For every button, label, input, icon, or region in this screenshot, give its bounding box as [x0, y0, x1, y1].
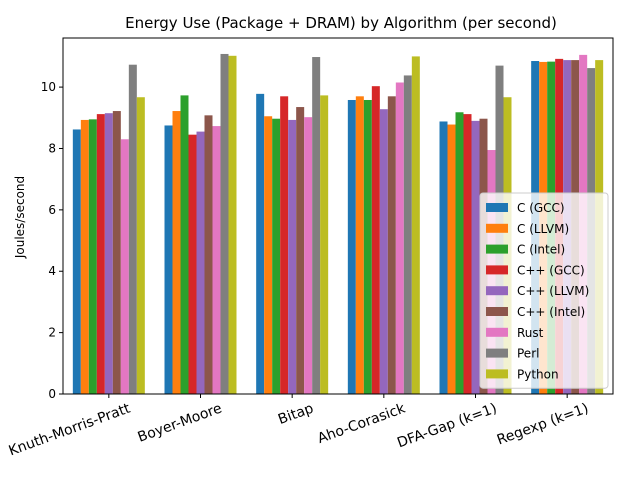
bar [411, 56, 420, 394]
bar [304, 117, 313, 395]
x-tick-label: DFA-Gap (k=1) [395, 401, 499, 452]
legend-swatch [486, 327, 508, 337]
x-tick-label: Boyer-Moore [136, 401, 224, 446]
bar [204, 115, 213, 394]
y-tick-label: 4 [48, 264, 56, 278]
y-tick-label: 10 [41, 80, 56, 94]
bar [463, 114, 472, 395]
bar [395, 82, 404, 394]
bar [312, 57, 321, 394]
bar [455, 112, 464, 395]
bar [403, 75, 412, 394]
bar [196, 131, 205, 394]
bar [471, 120, 480, 395]
legend-box [479, 192, 609, 389]
bar [347, 99, 356, 395]
bar [112, 111, 121, 394]
legend-swatch [486, 265, 508, 275]
legend-swatch [486, 348, 508, 358]
legend-label: C (GCC) [517, 201, 565, 215]
bar [188, 134, 197, 395]
legend-label: C (LLVM) [517, 222, 569, 236]
bar [447, 124, 456, 394]
x-tick-label: Regexp (k=1) [495, 401, 591, 449]
x-axis-ticks: Knuth-Morris-Pratt Boyer-Moore Bitap Aho-Co… [7, 394, 591, 459]
bar [88, 119, 97, 394]
bar [128, 64, 137, 394]
bar [272, 118, 281, 395]
y-tick-label: 6 [48, 203, 56, 217]
bar [80, 119, 89, 394]
bar [379, 109, 388, 394]
legend-swatch [486, 223, 508, 233]
bar [104, 113, 113, 394]
axes [62, 37, 614, 395]
bar [363, 99, 372, 395]
bar [320, 95, 329, 394]
bar [439, 121, 448, 394]
bar [228, 55, 237, 395]
legend-label: C++ (GCC) [517, 263, 585, 277]
x-tick-label: Bitap [276, 401, 316, 429]
plot-frame [62, 37, 614, 395]
bar [72, 129, 81, 394]
legend-label: Perl [517, 347, 539, 361]
bar [355, 96, 364, 394]
y-axis-label: Joules/second [13, 176, 27, 259]
legend-swatch [486, 203, 508, 212]
bar [264, 116, 273, 394]
bar [164, 125, 173, 394]
legend: C (GCC) C (LLVM) C (Intel) C++ (GCC) C++ (LL… [479, 192, 609, 389]
bar [136, 97, 145, 394]
legend-label: C (Intel) [517, 243, 565, 257]
bar [172, 111, 181, 394]
legend-label: C++ (Intel) [517, 305, 585, 319]
bar [280, 96, 289, 394]
y-tick-label: 2 [48, 326, 56, 340]
bar [120, 139, 129, 394]
bar [212, 126, 221, 394]
y-tick-label: 8 [48, 141, 56, 155]
bar [296, 107, 305, 395]
legend-label: Python [517, 367, 559, 381]
y-tick-label: 0 [48, 387, 56, 401]
legend-swatch [486, 369, 508, 379]
legend-label: C++ (LLVM) [517, 284, 589, 298]
bar [371, 86, 380, 395]
bar [96, 114, 105, 395]
chart-title: Energy Use (Package + DRAM) by Algorithm… [125, 14, 557, 32]
legend-swatch [486, 244, 508, 254]
legend-swatch [486, 286, 508, 296]
bar [387, 96, 396, 394]
bar [288, 119, 297, 394]
bar [220, 53, 229, 395]
legend-label: Rust [517, 326, 544, 340]
x-tick-label: Aho-Corasick [316, 400, 409, 447]
bar [180, 95, 189, 394]
x-tick-label: Knuth-Morris-Pratt [7, 400, 133, 459]
bar [256, 93, 265, 395]
legend-swatch [486, 307, 508, 316]
y-axis-ticks: 0 2 4 6 8 10 [41, 80, 63, 401]
